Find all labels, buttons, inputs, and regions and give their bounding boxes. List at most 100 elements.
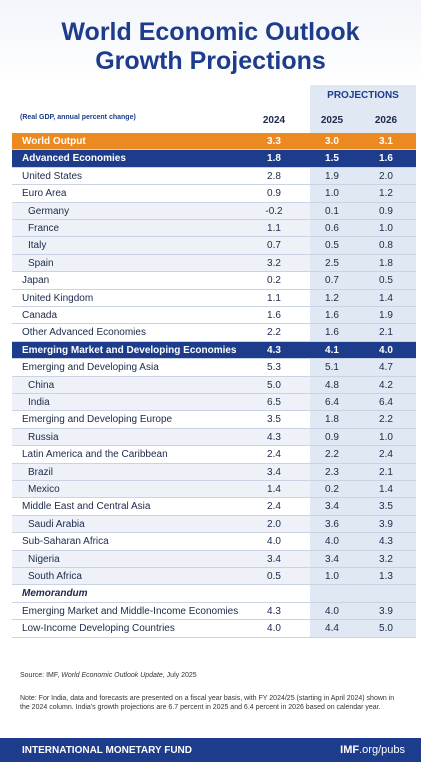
cell-value: 1.4 [379,484,393,495]
row-shade [12,202,310,219]
cell-value: 2.4 [267,449,281,461]
row-label: China [28,379,55,391]
table-row: Italy 0.7 0.5 0.8 [12,237,416,255]
cell-value: 6.4 [325,397,339,408]
cell-value: 4.0 [379,344,393,356]
row-shade [12,428,310,446]
source-prefix: Source: IMF, [20,672,62,679]
cell-value: 2.8 [267,170,281,182]
table-row: India 6.5 6.4 6.4 [12,394,416,412]
cell-value: 0.2 [267,275,281,287]
cell-value: 0.2 [325,484,339,495]
cell-value: 1.6 [325,327,339,339]
cell-value: 4.3 [267,431,281,443]
table-row: Low-Income Developing Countries 4.0 4.4 5.0 [12,620,416,638]
cell-value: 0.6 [325,223,339,234]
cell-value: 4.3 [379,536,393,548]
table-row: Spain 3.2 2.5 1.8 [12,254,416,273]
cell-value: 1.0 [379,431,393,443]
cell-value: 5.3 [267,362,281,374]
cell-value: 1.0 [325,188,339,200]
cell-value: 3.2 [379,553,393,565]
cell-value: 1.8 [379,257,393,269]
cell-value: 1.6 [325,310,339,321]
row-label: Saudi Arabia [28,518,85,530]
cell-value: 1.8 [267,153,281,165]
projections-label: PROJECTIONS [327,90,399,101]
table-row: Memorandum [12,585,416,603]
row-label: Emerging Market and Developing Economies [22,344,237,356]
table-row: Russia 4.3 0.9 1.0 [12,428,416,447]
row-label: India [28,397,50,408]
table-row: France 1.1 0.6 1.0 [12,220,416,238]
cell-value: 4.0 [267,536,281,548]
header-bg [0,0,421,85]
row-label: Japan [22,275,50,287]
cell-value: 1.0 [379,223,393,234]
row-shade [12,463,310,480]
row-label: Canada [22,310,58,321]
cell-value: -0.2 [265,205,283,217]
row-label: Spain [28,257,54,269]
row-shade [12,550,310,567]
cell-value: 4.8 [325,379,339,391]
row-shade [12,515,310,533]
table-row: China 5.0 4.8 4.2 [12,376,416,394]
cell-value: 1.4 [379,292,393,304]
cell-value: 2.0 [267,518,281,530]
row-label: United States [22,170,83,182]
footer-bar: INTERNATIONAL MONETARY FUND IMF.org/pubs [0,738,421,762]
cell-value: 1.4 [267,484,281,495]
cell-value: 0.5 [379,275,393,287]
cell-value: 3.9 [379,605,393,617]
cell-value: 4.0 [267,623,281,635]
row-label: Latin America and the Caribbean [22,449,168,461]
table-row: Canada 1.6 1.6 1.9 [12,307,416,325]
cell-value: 6.5 [267,397,281,408]
cell-value: 4.7 [379,362,393,374]
table-row: Euro Area 0.9 1.0 1.2 [12,185,416,203]
table-row: Germany -0.2 0.1 0.9 [12,202,416,220]
row-label: Memorandum [22,588,88,600]
row-label: Other Advanced Economies [22,327,146,339]
row-shade [12,481,310,498]
table-row: Brazil 3.4 2.3 2.1 [12,463,416,481]
table-row: Japan 0.2 0.7 0.5 [12,272,416,290]
row-label: Advanced Economies [22,153,126,165]
table-row: Mexico 1.4 0.2 1.4 [12,481,416,499]
cell-value: 4.0 [325,605,339,617]
row-shade [12,237,310,254]
site-bold: IMF [340,744,360,756]
row-label: Nigeria [28,553,60,565]
cell-value: 3.5 [267,414,281,426]
cell-value: 1.2 [325,292,339,304]
row-label: Euro Area [22,188,67,200]
table-row: Latin America and the Caribbean 2.4 2.2 2.4 [12,446,416,464]
cell-value: 0.7 [325,275,339,287]
cell-value: 3.4 [267,466,281,478]
row-shade [12,568,310,585]
year: 2024 [262,115,286,126]
row-label: Middle East and Central Asia [22,501,151,513]
row-label: Italy [28,240,47,252]
year: 2026 [374,115,398,126]
cell-value: 3.9 [379,518,393,530]
cell-value: 2.2 [267,327,281,339]
table-row: Middle East and Central Asia 2.4 3.4 3.5 [12,498,416,516]
cell-value: 3.0 [325,136,339,147]
source-title: World Economic Outlook Update [61,672,163,679]
table-row: World Output 3.3 3.0 3.1 [12,133,416,151]
cell-value: 1.1 [267,223,281,234]
cell-value: 2.1 [379,327,393,339]
cell-value: 0.7 [267,240,281,252]
cell-value: 1.9 [379,310,393,321]
title: Growth Projections [95,47,326,75]
cell-value: 1.1 [267,292,281,304]
cell-value: 4.0 [325,536,339,548]
table-row: Other Advanced Economies 2.2 1.6 2.1 [12,324,416,342]
cell-value: 1.9 [325,170,339,182]
row-label: Emerging and Developing Asia [22,362,159,374]
row-label: Mexico [28,484,60,495]
cell-value: 4.3 [267,605,281,617]
site: IMF.org/pubs [340,744,405,756]
